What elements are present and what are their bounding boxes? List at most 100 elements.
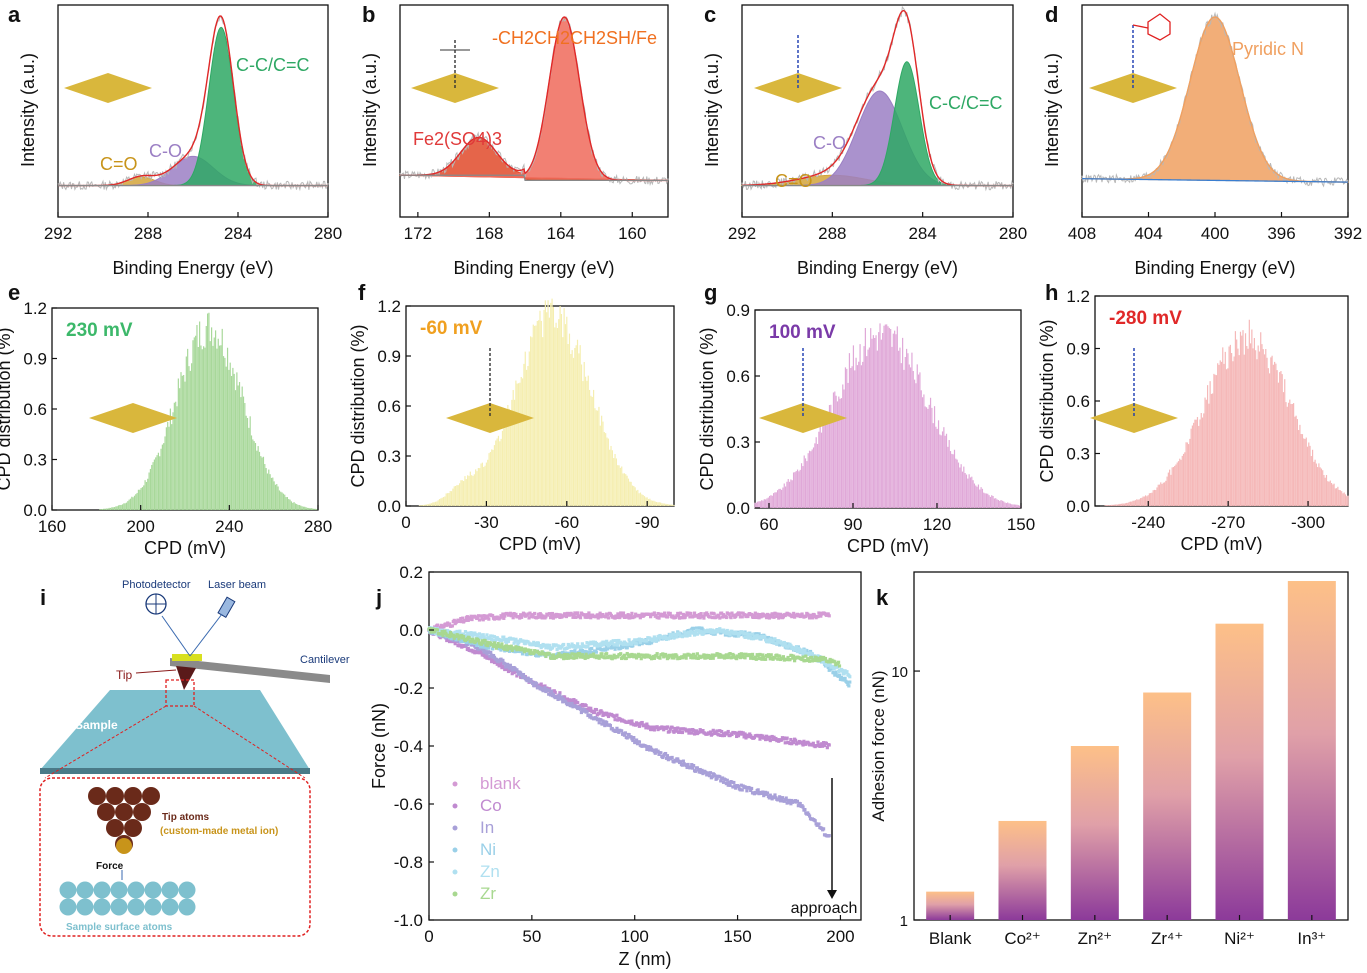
data-point-In [715,776,719,781]
data-point-In [801,805,805,809]
data-point-In [769,795,773,799]
data-point-In [762,793,766,798]
data-point-Co [503,667,507,672]
data-point-Co [536,683,541,687]
data-point-In [509,665,513,670]
tip-atoms-note: (custom-made metal ion) [160,826,278,837]
data-point-blank [458,619,462,623]
data-point-Zr [682,653,686,657]
data-point-In [456,639,460,643]
data-point-blank [510,612,514,616]
data-point-Zr [762,655,766,659]
data-point-Ni [619,646,623,650]
data-point-Zn [751,637,756,641]
peak-area-Pyridic N [1081,16,1349,183]
data-point-Zr [736,655,741,659]
data-point-Zr [724,653,728,657]
data-point-In [542,688,546,692]
data-point-blank [697,613,701,617]
data-point-blank [512,611,516,616]
data-point-Zn [491,638,496,642]
data-point-Co [725,732,729,736]
data-point-Zr [603,656,607,660]
peak-label: Pyridic N [1232,39,1304,59]
data-point-Zr [577,652,582,656]
tip-atom [106,819,124,837]
data-point-blank [598,611,602,615]
data-point-blank [718,616,722,620]
data-point-blank [746,614,750,619]
data-point-In [622,733,627,737]
data-point-blank [816,614,820,619]
y-tick-label: 0.0 [399,621,423,640]
pyridine-ring [1147,13,1171,41]
surface-atom [144,898,162,916]
data-point-blank [476,616,480,620]
data-point-Zr [773,656,777,660]
data-point-In [511,667,515,672]
data-point-blank [519,615,524,619]
data-point-Co [779,738,784,742]
data-point-Zr [572,656,576,660]
y-tick-label: 0.6 [23,400,47,419]
data-point-In [745,789,749,793]
data-point-Zr [768,657,772,661]
legend-marker [452,825,458,831]
y-tick-label: 0.0 [726,499,750,518]
data-point-Ni [845,680,849,684]
tip-atom [133,803,151,821]
data-point-Ni [620,645,625,649]
data-point-Zn [479,635,483,639]
x-tick-label: -90 [635,513,660,532]
data-point-blank [740,615,744,619]
x-tick-label: 60 [760,515,779,534]
data-point-In [713,774,717,778]
data-point-Zn [745,631,749,636]
data-point-Zn [727,631,731,635]
data-point-blank [702,616,706,620]
data-point-Co [600,710,604,714]
data-point-Co [615,713,619,717]
data-point-blank [743,613,747,617]
data-point-Co [683,727,687,731]
data-point-Zn [710,628,714,632]
data-point-Ni [490,647,495,651]
data-point-Zn [546,643,550,647]
data-point-Co [479,651,483,655]
data-point-Co [648,725,652,729]
y-tick-label: 1.2 [1066,287,1090,306]
y-axis-label: CPD distribution (%) [697,327,717,490]
bar-1 [998,820,1047,920]
y-tick-label: 0.2 [399,563,423,582]
data-point-Zr [823,656,828,661]
data-point-Zn [692,631,696,635]
bar-4 [1215,623,1264,920]
data-point-Co [543,684,547,688]
data-point-Zr [508,646,512,650]
data-point-In [803,807,807,812]
data-point-In [608,723,613,728]
panel-letter-e: e [8,280,20,305]
data-point-Zr [710,653,714,657]
data-point-blank [724,615,728,620]
data-point-Zn [627,638,631,642]
data-point-Zn [638,640,642,645]
data-point-Co [640,720,644,725]
bar-2 [1070,746,1119,920]
data-point-Zn [681,634,685,638]
x-tick-label: 392 [1334,224,1362,243]
data-point-Co [726,729,730,734]
y-tick-label: 1.2 [23,299,47,318]
data-point-blank [633,615,637,619]
data-point-In [522,675,526,679]
zoom-line-left [44,705,167,779]
data-point-Ni [520,652,525,656]
data-point-Co [742,735,746,739]
data-point-In [620,729,624,733]
data-point-In [783,798,787,802]
data-point-blank [470,617,474,622]
panel-letter-h: h [1045,280,1058,305]
data-point-blank [605,613,610,617]
substrate-diamond [759,403,847,433]
data-point-blank [701,614,705,618]
